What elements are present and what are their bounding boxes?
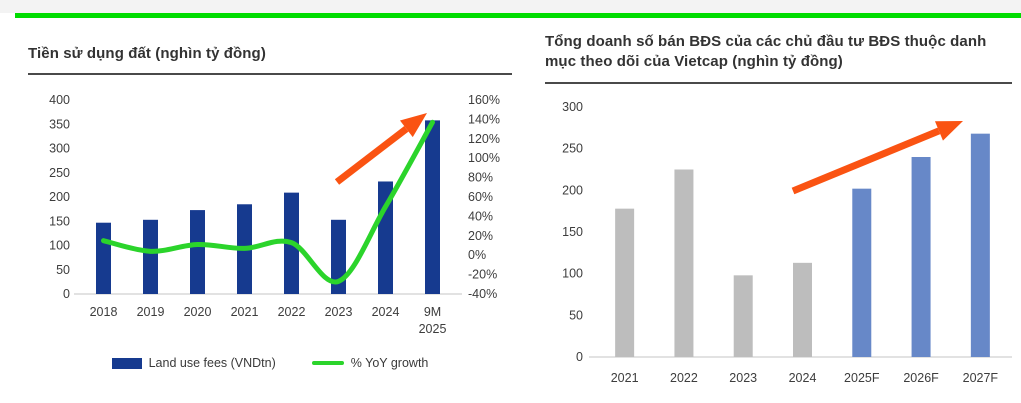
land-use-fees-chart: 0 50 100 150 200 250 300 350 400 -40% -20% 0% 20% 40%… <box>49 93 500 336</box>
svg-text:400: 400 <box>49 93 70 107</box>
bar-series-swatch <box>111 357 142 369</box>
svg-text:2023: 2023 <box>325 305 353 319</box>
svg-text:2027F: 2027F <box>963 371 999 385</box>
svg-text:150: 150 <box>49 215 70 229</box>
svg-text:100: 100 <box>562 266 583 280</box>
svg-text:2025F: 2025F <box>844 371 880 385</box>
svg-text:100%: 100% <box>468 151 500 165</box>
svg-text:2019: 2019 <box>137 305 165 319</box>
svg-text:2026F: 2026F <box>903 371 939 385</box>
top-strip <box>0 0 1021 13</box>
svg-text:40%: 40% <box>468 210 493 224</box>
svg-text:0%: 0% <box>468 248 486 262</box>
svg-text:120%: 120% <box>468 132 500 146</box>
green-accent-bar <box>15 13 1021 18</box>
chart-title-land-use-fees: Tiền sử dụng đất (nghìn tỷ đồng) <box>28 44 512 76</box>
svg-text:350: 350 <box>49 118 70 132</box>
svg-text:2022: 2022 <box>278 305 306 319</box>
svg-text:9M: 9M <box>424 305 441 319</box>
chart-panel-presales: Tổng doanh số bán BĐS của các chủ đầu tư… <box>545 32 1012 389</box>
svg-text:50: 50 <box>569 308 583 322</box>
svg-text:2023: 2023 <box>729 371 757 385</box>
svg-text:200: 200 <box>49 190 70 204</box>
presales-chart: 0 50 100 150 200 250 300 2021 2022 2023 2024 2025F 2… <box>562 100 1012 385</box>
svg-text:-20%: -20% <box>468 268 497 282</box>
svg-text:150: 150 <box>562 225 583 239</box>
svg-text:50: 50 <box>56 263 70 277</box>
chart-panel-land-use-fees: Tiền sử dụng đất (nghìn tỷ đồng) 0 50 100 1… <box>28 44 512 370</box>
svg-text:2024: 2024 <box>372 305 400 319</box>
svg-text:2025: 2025 <box>419 322 447 336</box>
svg-text:2018: 2018 <box>90 305 118 319</box>
svg-text:0: 0 <box>63 287 70 301</box>
legend-item-bars: Land use fees (VNDtn) <box>111 356 276 371</box>
legend-label-line: % YoY growth <box>350 356 429 371</box>
svg-text:250: 250 <box>562 141 583 155</box>
svg-text:-40%: -40% <box>468 287 497 301</box>
svg-text:2021: 2021 <box>231 305 259 319</box>
svg-text:80%: 80% <box>468 171 493 185</box>
svg-text:2022: 2022 <box>670 371 698 385</box>
line-series-swatch <box>311 361 344 366</box>
svg-text:2021: 2021 <box>611 371 639 385</box>
svg-text:160%: 160% <box>468 93 500 107</box>
legend-label-bars: Land use fees (VNDtn) <box>148 356 276 371</box>
svg-text:300: 300 <box>49 142 70 156</box>
svg-text:250: 250 <box>49 166 70 180</box>
svg-text:100: 100 <box>49 239 70 253</box>
chart-title-presales: Tổng doanh số bán BĐS của các chủ đầu tư… <box>545 32 1012 84</box>
svg-text:200: 200 <box>562 183 583 197</box>
svg-text:300: 300 <box>562 100 583 114</box>
svg-text:20%: 20% <box>468 229 493 243</box>
svg-text:2020: 2020 <box>184 305 212 319</box>
chart-legend: Land use fees (VNDtn) % YoY growth <box>28 356 512 370</box>
legend-item-line: % YoY growth <box>311 356 429 371</box>
svg-text:140%: 140% <box>468 113 500 127</box>
svg-text:0: 0 <box>576 350 583 364</box>
svg-text:60%: 60% <box>468 190 493 204</box>
svg-text:2024: 2024 <box>789 371 817 385</box>
